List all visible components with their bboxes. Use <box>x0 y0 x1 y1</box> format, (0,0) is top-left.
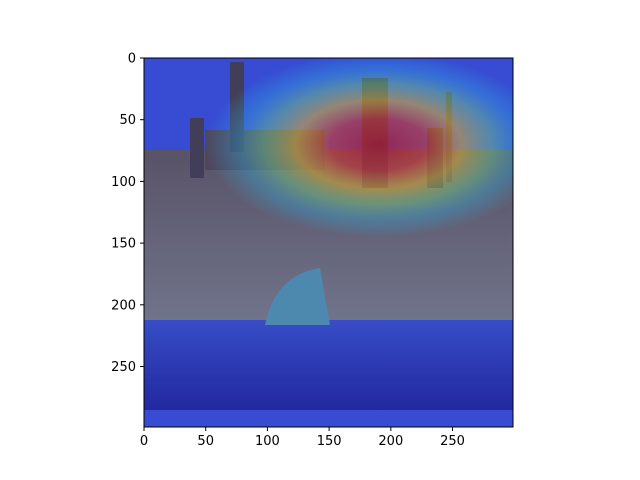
y-tick-label: 250 <box>111 360 136 375</box>
y-tick-label: 50 <box>119 113 136 128</box>
x-tick-label: 150 <box>317 434 342 449</box>
heatmap-edge-tint <box>144 58 513 427</box>
x-tick-label: 250 <box>440 434 465 449</box>
y-tick-label: 200 <box>111 298 136 313</box>
y-tick-label: 100 <box>111 175 136 190</box>
heatmap-axes: 0 50 100 150 200 250 0 50 100 150 200 250 <box>111 52 514 449</box>
x-tick-label: 100 <box>255 434 280 449</box>
y-axis-ticks: 0 50 100 150 200 250 <box>111 52 144 375</box>
ship-funnel-4 <box>190 118 204 178</box>
y-tick-label: 0 <box>128 52 136 67</box>
y-tick-label: 150 <box>111 237 136 252</box>
heatmap-image <box>144 58 513 427</box>
x-tick-label: 200 <box>378 434 403 449</box>
x-tick-label: 50 <box>197 434 214 449</box>
heatmap-activation <box>205 58 513 237</box>
ship-deck-dome <box>265 268 330 325</box>
x-tick-label: 0 <box>140 434 148 449</box>
axes-frame <box>143 57 514 428</box>
x-axis-ticks: 0 50 100 150 200 250 <box>140 427 465 449</box>
ship-hull <box>144 320 513 410</box>
